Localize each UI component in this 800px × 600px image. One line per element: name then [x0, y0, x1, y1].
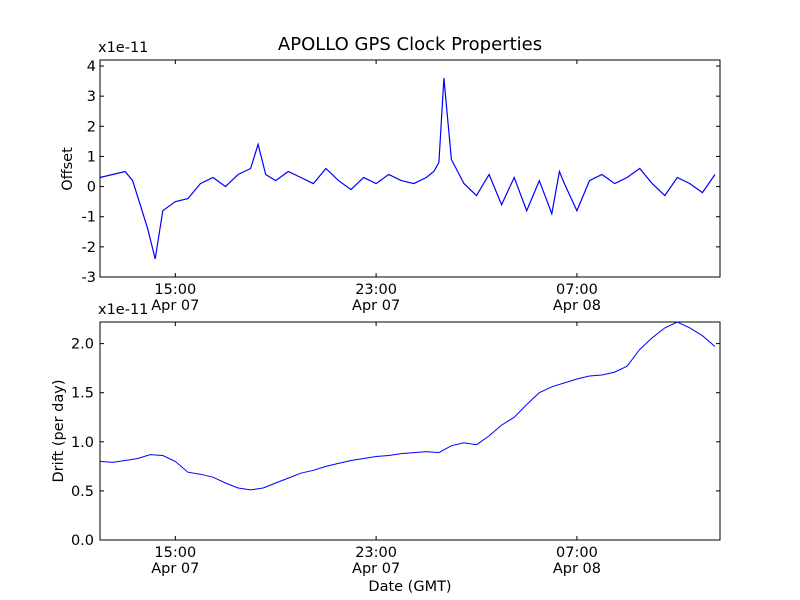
- offset-ytick-label: 1: [87, 149, 96, 165]
- drift-y-ticks: 0.0 0.5 1.0 1.5 2.0: [71, 337, 720, 549]
- offset-plot-frame: [99, 59, 721, 278]
- drift-xtick-time: 15:00: [154, 545, 196, 561]
- offset-y-axis-label: Offset: [60, 147, 76, 191]
- drift-ytick-label: 1.0: [71, 435, 94, 451]
- offset-xtick-time: 07:00: [556, 282, 598, 298]
- offset-ytick-label: -1: [82, 210, 96, 226]
- drift-ytick-label: 0.5: [71, 484, 94, 500]
- offset-xtick-date: Apr 07: [352, 298, 400, 314]
- offset-y-ticks: -3 -2 -1 0 1 2 3 4: [82, 59, 720, 286]
- offset-y-multiplier: x1e-11: [98, 40, 148, 56]
- offset-ytick-label: -3: [82, 270, 96, 286]
- drift-xtick-time: 23:00: [355, 545, 397, 561]
- drift-x-axis-label: Date (GMT): [368, 579, 451, 595]
- drift-plot-frame: [99, 321, 721, 541]
- drift-xtick-date: Apr 07: [352, 561, 400, 577]
- offset-ytick-label: 3: [87, 89, 96, 105]
- figure-title: APOLLO GPS Clock Properties: [278, 34, 542, 55]
- offset-ytick-label: 4: [87, 59, 96, 75]
- offset-series: [99, 78, 716, 260]
- drift-xtick-date: Apr 07: [151, 561, 199, 577]
- drift-xtick-date: Apr 08: [553, 561, 601, 577]
- offset-xtick-date: Apr 07: [151, 298, 199, 314]
- drift-series: [99, 321, 716, 491]
- offset-ytick-label: -2: [82, 240, 96, 256]
- offset-series-line: [99, 78, 716, 260]
- drift-xtick-time: 07:00: [556, 545, 598, 561]
- drift-y-multiplier: x1e-11: [98, 302, 148, 318]
- offset-ytick-label: 0: [87, 180, 96, 196]
- offset-ytick-label: 2: [87, 119, 96, 135]
- drift-ytick-label: 1.5: [71, 386, 94, 402]
- drift-ytick-label: 2.0: [71, 337, 94, 353]
- offset-xtick-time: 15:00: [154, 282, 196, 298]
- drift-ytick-label: 0.0: [71, 533, 94, 549]
- offset-xtick-time: 23:00: [355, 282, 397, 298]
- drift-y-axis-label: Drift (per day): [51, 380, 67, 483]
- drift-series-line: [99, 321, 716, 491]
- offset-xtick-date: Apr 08: [553, 298, 601, 314]
